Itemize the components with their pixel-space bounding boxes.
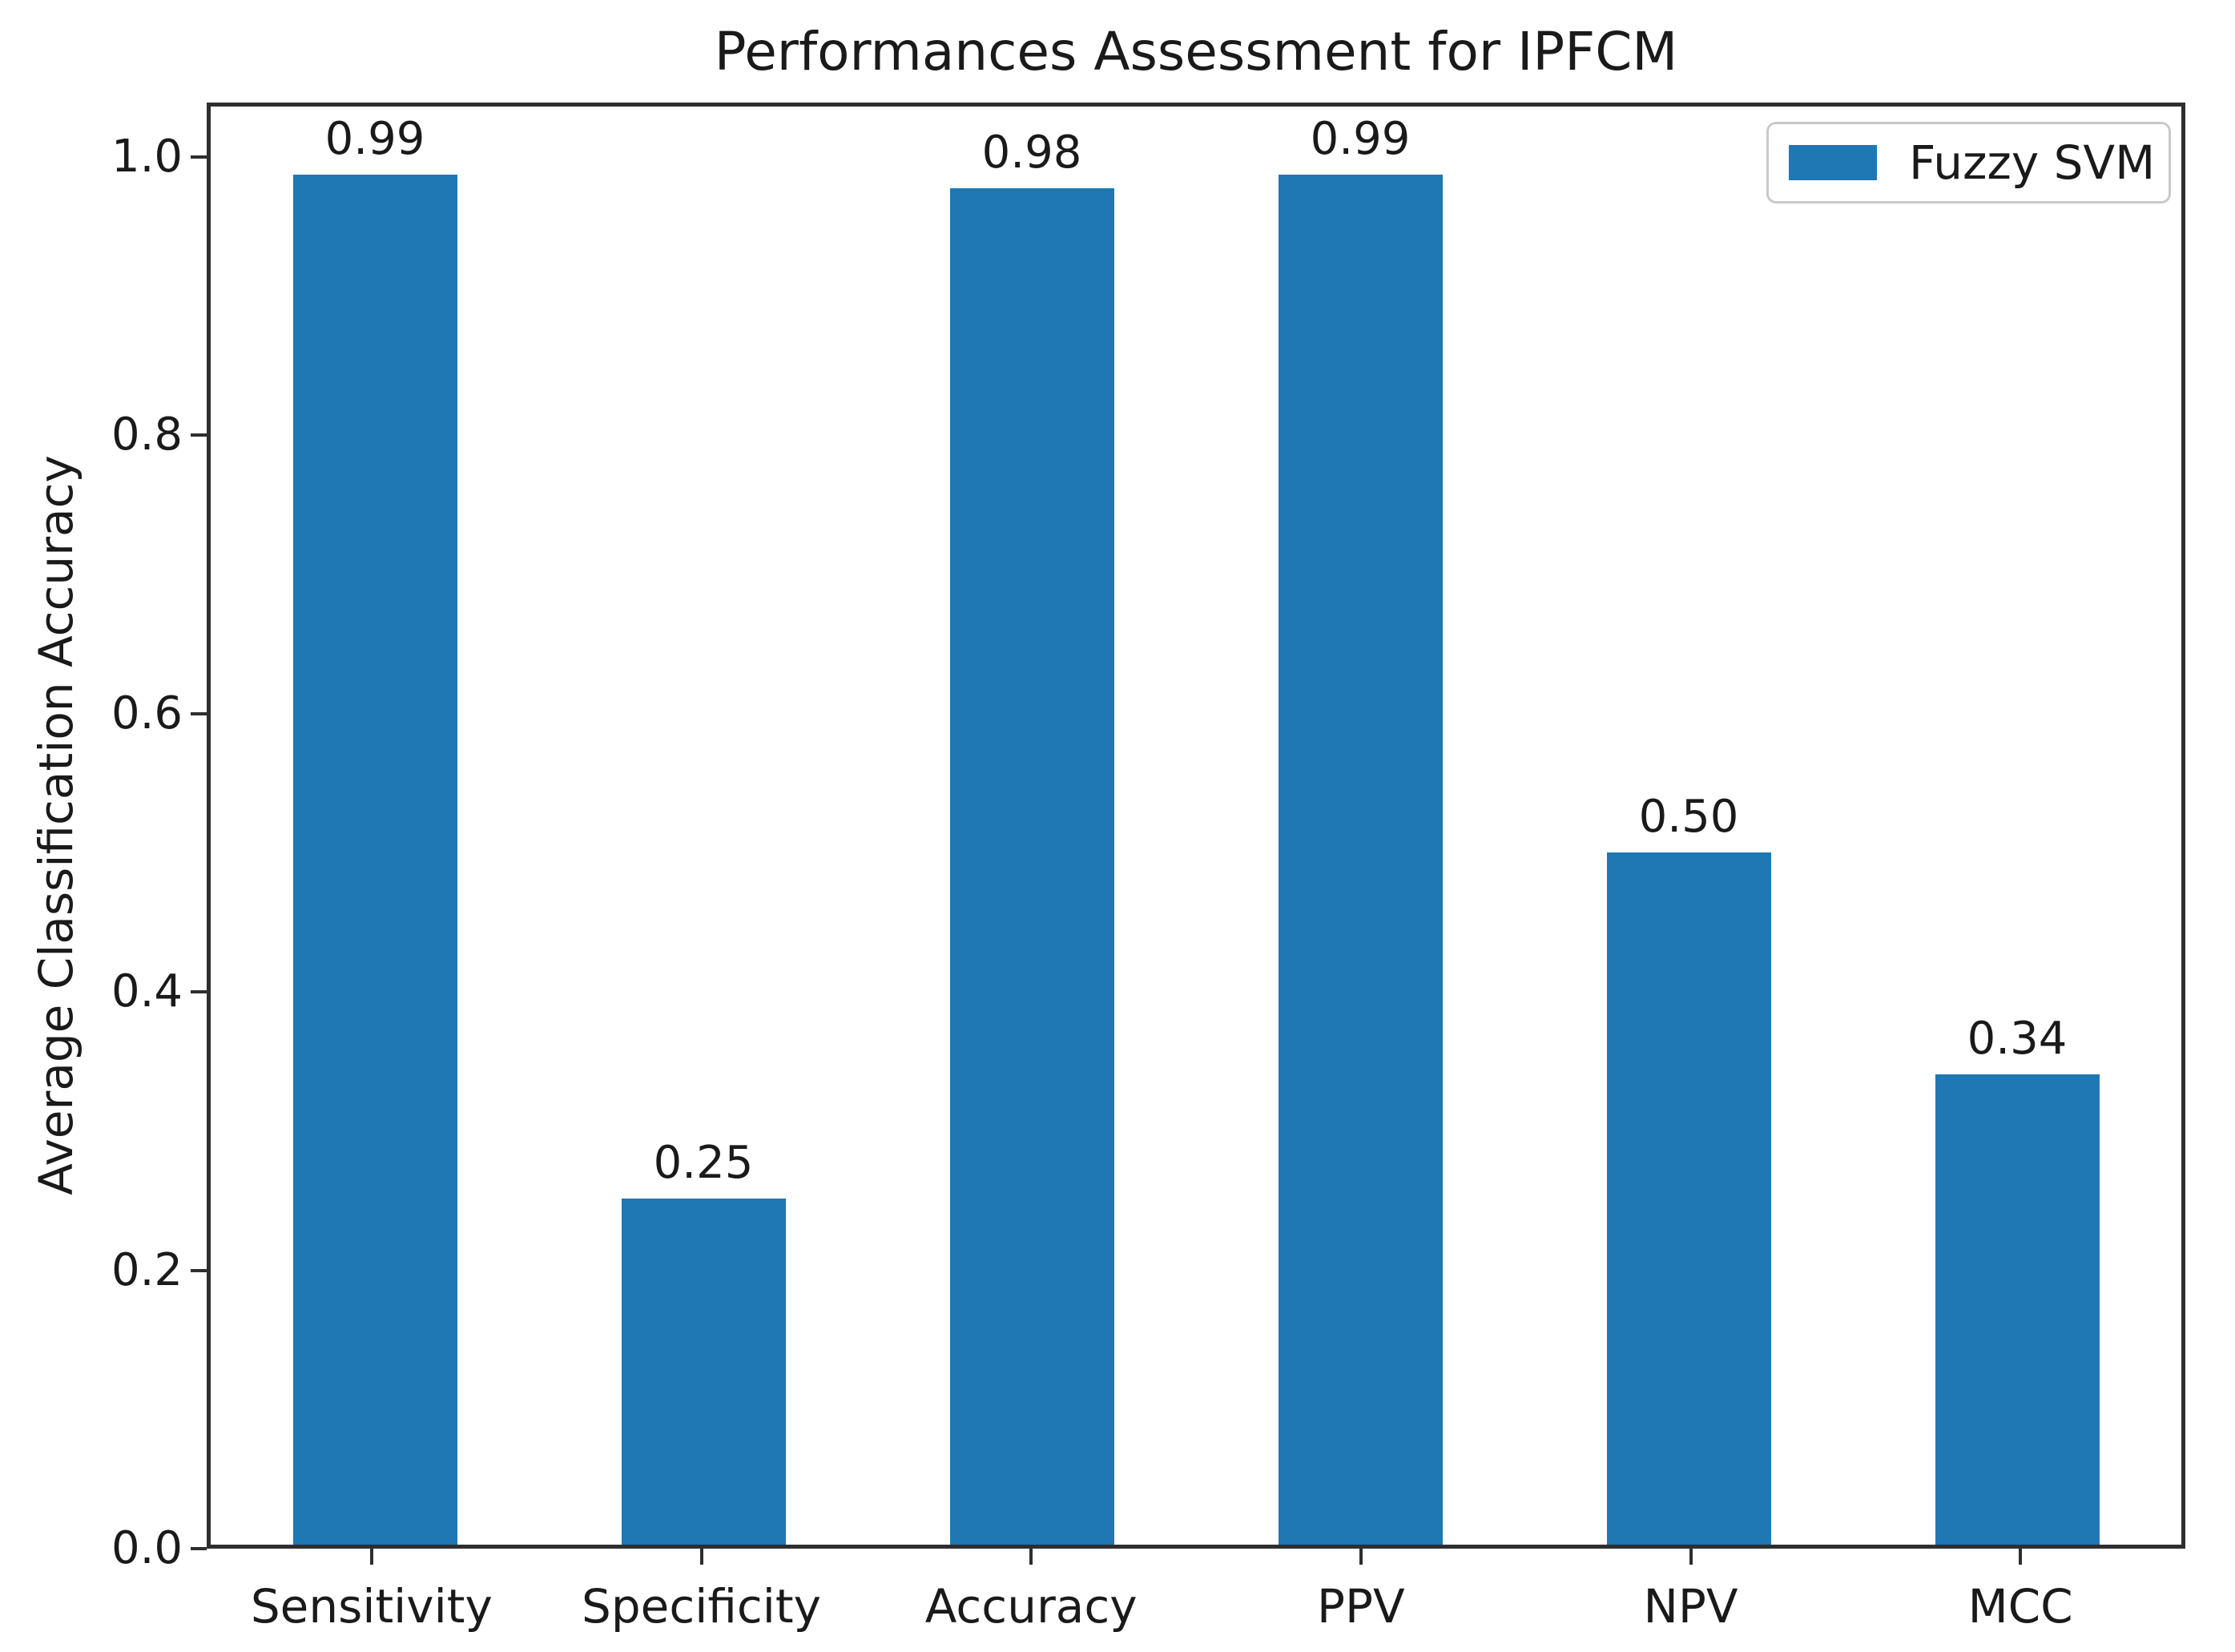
y-tick-mark: [191, 990, 207, 994]
bar-value-label-npv: 0.50: [1638, 791, 1739, 844]
chart-title: Performances Assessment for IPFCM: [714, 21, 1678, 83]
y-tick-mark: [191, 1268, 207, 1272]
bar-value-label-mcc: 0.34: [1967, 1012, 2068, 1065]
bar-mcc: [1935, 1074, 2100, 1545]
legend-swatch: [1789, 145, 1877, 180]
x-tick-label-mcc: MCC: [1967, 1579, 2073, 1634]
x-tick-mark: [369, 1549, 373, 1565]
y-tick-mark: [191, 711, 207, 715]
bar-value-label-sensitivity: 0.99: [324, 112, 425, 165]
y-tick-label-0.0: 0.0: [111, 1522, 183, 1574]
x-tick-label-sensitivity: Sensitivity: [250, 1579, 493, 1634]
x-tick-label-npv: NPV: [1643, 1579, 1738, 1634]
bar-value-label-ppv: 0.99: [1310, 112, 1411, 165]
x-tick-mark: [1359, 1549, 1363, 1565]
bar-value-label-accuracy: 0.98: [981, 126, 1082, 179]
y-tick-label-1.0: 1.0: [111, 130, 183, 183]
y-tick-mark: [191, 433, 207, 437]
bar-ppv: [1278, 174, 1443, 1545]
y-tick-mark: [191, 1547, 207, 1550]
x-tick-label-ppv: PPV: [1317, 1579, 1405, 1634]
x-tick-mark: [1029, 1549, 1033, 1565]
y-tick-label-0.4: 0.4: [111, 965, 183, 1018]
x-axis: Sensitivity Specificity Accuracy PPV NPV MCC: [207, 1549, 2185, 1652]
legend-label: Fuzzy SVM: [1909, 135, 2156, 190]
x-tick-label-specificity: Specificity: [582, 1579, 821, 1634]
y-tick-label-0.8: 0.8: [111, 409, 183, 461]
bar-sensitivity: [292, 174, 457, 1545]
y-axis: 0.0 0.2 0.4 0.6 0.8 1.0: [0, 103, 207, 1571]
x-tick-label-accuracy: Accuracy: [924, 1579, 1138, 1634]
x-tick-mark: [699, 1549, 703, 1565]
x-tick-mark: [1689, 1549, 1693, 1565]
y-tick-mark: [191, 155, 207, 159]
bar-specificity: [621, 1199, 786, 1545]
bar-value-label-specificity: 0.25: [653, 1137, 754, 1190]
y-tick-label-0.2: 0.2: [111, 1243, 183, 1296]
x-tick-mark: [2019, 1549, 2023, 1565]
plot-area: 0.99 0.25 0.98 0.99 0.50 0.34: [207, 103, 2185, 1549]
bar-npv: [1606, 852, 1771, 1545]
legend: Fuzzy SVM: [1766, 122, 2171, 203]
bar-accuracy: [949, 187, 1114, 1545]
y-tick-label-0.6: 0.6: [111, 687, 183, 739]
